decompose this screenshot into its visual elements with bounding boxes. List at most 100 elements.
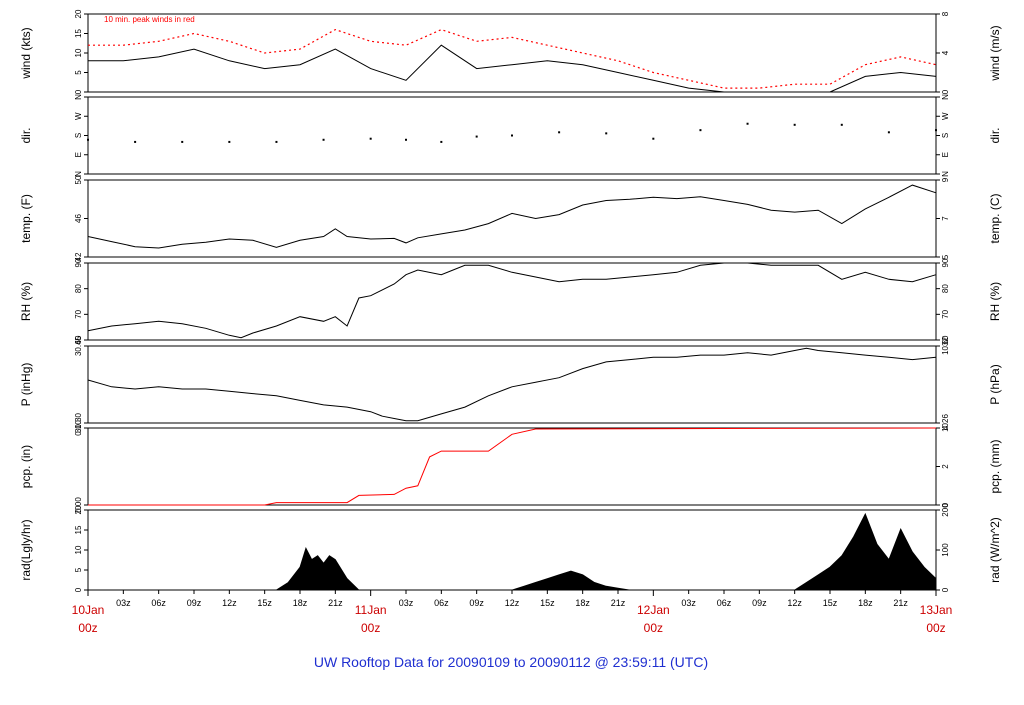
direction-point bbox=[840, 123, 843, 126]
direction-point bbox=[405, 138, 407, 141]
x-tick-label: 09z bbox=[469, 598, 484, 608]
day-tick-time: 00z bbox=[644, 621, 663, 635]
left-tick-label: 15 bbox=[74, 29, 83, 38]
day-tick-date: 11Jan bbox=[355, 603, 387, 617]
direction-point bbox=[228, 140, 231, 143]
left-axis-title: wind (kts) bbox=[19, 27, 33, 79]
x-tick-label: 21z bbox=[611, 598, 626, 608]
left-axis-title: pcp. (in) bbox=[19, 445, 33, 488]
radiation-area bbox=[88, 512, 937, 591]
left-tick-label: 10 bbox=[74, 545, 83, 554]
x-tick-label: 03z bbox=[116, 598, 131, 608]
left-tick-label: 50 bbox=[74, 175, 83, 184]
panel-frame bbox=[87, 13, 937, 93]
left-tick-label: 42 bbox=[74, 252, 83, 261]
left-tick-label: 70 bbox=[74, 309, 83, 318]
right-tick-label: E bbox=[941, 152, 950, 157]
right-tick-label: 1026 bbox=[941, 414, 950, 432]
panel-0: 0 5 10 15 20 0 4 8 wind (kts) wind (m/s) bbox=[19, 9, 1002, 94]
left-tick-label: E bbox=[74, 152, 83, 157]
x-tick-label: 18z bbox=[293, 598, 308, 608]
direction-point bbox=[793, 123, 796, 126]
x-tick-label: 12z bbox=[787, 598, 802, 608]
left-tick-label: 46 bbox=[74, 214, 83, 223]
right-axis-title: RH (%) bbox=[988, 282, 1002, 321]
series-line-0 bbox=[87, 262, 937, 339]
x-tick-label: 12z bbox=[222, 598, 237, 608]
left-axis-title: dir. bbox=[19, 127, 33, 143]
right-tick-label: 100 bbox=[941, 543, 950, 557]
right-tick-label: 4 bbox=[941, 50, 950, 55]
panel-5: 0.00 0.10 0 2 4 pcp. (in) pcp. (mm) bbox=[19, 420, 1002, 513]
left-tick-label: 20 bbox=[74, 505, 83, 514]
left-tick-label: 30.30 bbox=[74, 412, 83, 433]
left-tick-label: N bbox=[74, 171, 83, 177]
right-axis-title: temp. (C) bbox=[988, 193, 1002, 243]
direction-point bbox=[134, 140, 137, 143]
right-axis-title: pcp. (mm) bbox=[988, 439, 1002, 493]
panel-4: 30.30 30.45 1026 1032 P (inHg) P (hPa) bbox=[19, 335, 1002, 433]
direction-point bbox=[699, 129, 702, 132]
x-tick-label: 06z bbox=[434, 598, 449, 608]
direction-point bbox=[475, 135, 478, 138]
right-tick-label: 4 bbox=[941, 425, 950, 430]
left-tick-label: W bbox=[74, 112, 83, 120]
x-tick-label: 21z bbox=[893, 598, 908, 608]
x-tick-label: 18z bbox=[575, 598, 590, 608]
right-tick-label: 60 bbox=[941, 335, 950, 344]
right-tick-label: S bbox=[941, 133, 950, 138]
direction-point bbox=[181, 140, 184, 143]
panel-2: 42 46 50 5 7 9 temp. (F) temp. (C) bbox=[19, 175, 1002, 261]
x-tick-label: 18z bbox=[858, 598, 873, 608]
left-tick-label: 0.10 bbox=[74, 420, 83, 436]
left-axis-title: temp. (F) bbox=[19, 194, 33, 243]
day-tick-date: 12Jan bbox=[637, 603, 670, 617]
direction-point bbox=[746, 122, 749, 125]
chart-caption: UW Rooftop Data for 20090109 to 20090112… bbox=[314, 654, 708, 670]
left-tick-label: 30.45 bbox=[74, 335, 83, 356]
right-tick-label: 2 bbox=[941, 464, 950, 469]
left-tick-label: 90 bbox=[74, 258, 83, 267]
right-tick-label: 0 bbox=[941, 587, 950, 592]
direction-point bbox=[511, 134, 513, 137]
series-line-0 bbox=[87, 184, 937, 249]
direction-point bbox=[605, 132, 608, 135]
panel-frame bbox=[87, 345, 937, 424]
left-tick-label: 20 bbox=[74, 9, 83, 18]
direction-point bbox=[558, 131, 561, 134]
series-line-0 bbox=[87, 347, 937, 422]
right-tick-label: 80 bbox=[941, 284, 950, 293]
left-axis-title: P (inHg) bbox=[19, 363, 33, 407]
x-tick-label: 15z bbox=[823, 598, 838, 608]
x-tick-label: 15z bbox=[257, 598, 272, 608]
x-tick-label: 09z bbox=[752, 598, 767, 608]
right-axis-title: dir. bbox=[988, 127, 1002, 143]
day-tick-time: 00z bbox=[361, 621, 380, 635]
left-tick-label: 60 bbox=[74, 335, 83, 344]
day-tick-date: 13Jan bbox=[920, 603, 953, 617]
panel-frame bbox=[87, 262, 937, 341]
direction-point bbox=[369, 137, 372, 140]
direction-point bbox=[652, 137, 655, 140]
x-tick-label: 03z bbox=[681, 598, 696, 608]
series-line-0 bbox=[88, 28, 937, 89]
day-tick-time: 00z bbox=[78, 621, 97, 635]
panel-3: 60 70 80 90 60 70 80 90 RH (%) RH (%) bbox=[19, 258, 1002, 344]
x-tick-label: 12z bbox=[505, 598, 520, 608]
right-axis-title: rad (W/m^2) bbox=[988, 517, 1002, 583]
day-tick-time: 00z bbox=[926, 621, 945, 635]
direction-point bbox=[440, 140, 443, 143]
right-tick-label: W bbox=[941, 112, 950, 120]
x-tick-label: 15z bbox=[540, 598, 555, 608]
right-tick-label: N bbox=[941, 94, 950, 100]
left-tick-label: 5 bbox=[74, 70, 83, 75]
right-tick-label: 5 bbox=[941, 254, 950, 259]
direction-point bbox=[887, 131, 890, 134]
panel-frame bbox=[87, 179, 937, 258]
series-line-0 bbox=[88, 427, 937, 506]
x-tick-label: 21z bbox=[328, 598, 343, 608]
